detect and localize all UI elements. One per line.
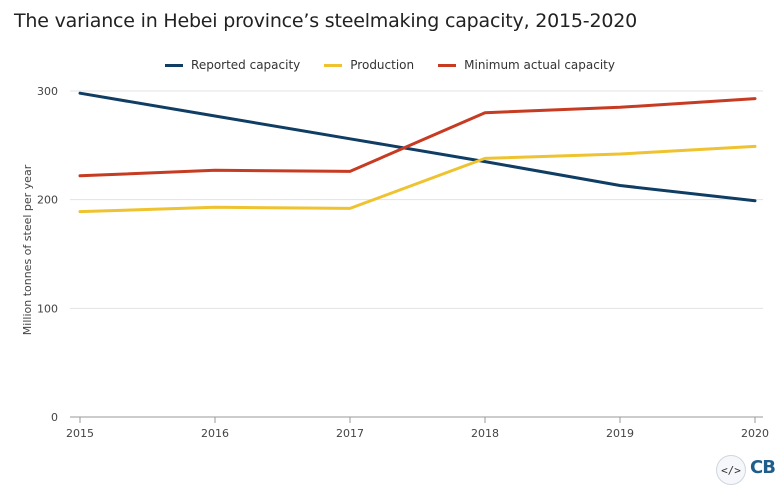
legend-label-reported-capacity: Reported capacity bbox=[191, 58, 301, 72]
series-lines bbox=[78, 91, 757, 214]
legend-item-reported-capacity[interactable]: Reported capacity bbox=[165, 58, 300, 72]
y-tick-label: 100 bbox=[37, 302, 58, 315]
y-axis: 0 100 200 300 bbox=[37, 85, 58, 424]
x-tick-label: 2016 bbox=[201, 427, 229, 440]
x-tick-label: 2019 bbox=[606, 427, 634, 440]
series-line-minimum-actual-capacity[interactable] bbox=[78, 97, 757, 178]
y-tick-label: 0 bbox=[51, 411, 58, 424]
carbon-brief-logo: CB bbox=[750, 457, 776, 478]
series-line-production[interactable] bbox=[78, 144, 757, 214]
embed-code-icon[interactable]: </> bbox=[716, 455, 746, 485]
y-tick-label: 300 bbox=[37, 85, 58, 98]
legend-swatch-reported-capacity bbox=[165, 63, 184, 67]
y-axis-label: Million tonnes of steel per year bbox=[21, 164, 34, 335]
legend-label-minimum-actual-capacity: Minimum actual capacity bbox=[464, 58, 615, 72]
series-line-reported-capacity[interactable] bbox=[78, 91, 757, 203]
x-axis: 2015 2016 2017 2018 2019 2020 bbox=[66, 417, 769, 440]
chart-title: The variance in Hebei province’s steelma… bbox=[14, 10, 638, 32]
legend: Reported capacity Production Minimum act… bbox=[0, 58, 780, 72]
legend-item-minimum-actual-capacity[interactable]: Minimum actual capacity bbox=[438, 58, 615, 72]
grid bbox=[70, 90, 763, 418]
legend-swatch-production bbox=[324, 63, 343, 67]
x-tick-label: 2018 bbox=[471, 427, 499, 440]
legend-label-production: Production bbox=[350, 58, 415, 72]
x-tick-label: 2020 bbox=[741, 427, 769, 440]
x-tick-label: 2015 bbox=[66, 427, 94, 440]
legend-swatch-minimum-actual-capacity bbox=[438, 63, 457, 67]
legend-item-production[interactable]: Production bbox=[324, 58, 414, 72]
y-tick-label: 200 bbox=[37, 194, 58, 207]
x-tick-label: 2017 bbox=[336, 427, 364, 440]
